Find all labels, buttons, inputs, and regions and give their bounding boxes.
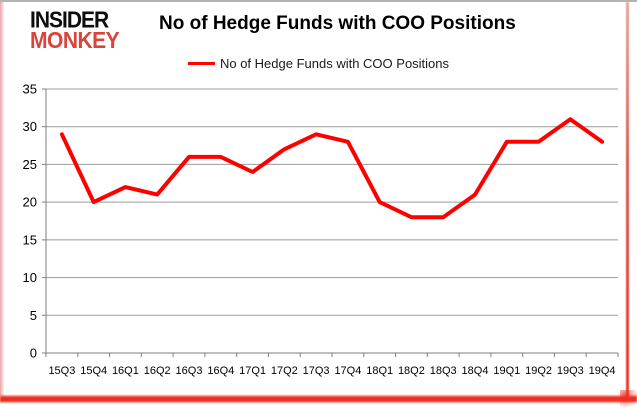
legend-label: No of Hedge Funds with COO Positions (219, 56, 450, 71)
svg-text:5: 5 (30, 308, 37, 323)
svg-text:17Q3: 17Q3 (303, 365, 330, 377)
svg-text:18Q3: 18Q3 (430, 365, 457, 377)
svg-text:19Q4: 19Q4 (589, 365, 616, 377)
svg-text:16Q1: 16Q1 (112, 365, 139, 377)
svg-text:15: 15 (23, 232, 37, 247)
svg-text:10: 10 (23, 270, 37, 285)
svg-text:18Q1: 18Q1 (366, 365, 393, 377)
svg-text:16Q3: 16Q3 (176, 365, 203, 377)
svg-text:15Q3: 15Q3 (48, 365, 75, 377)
svg-text:16Q4: 16Q4 (207, 365, 234, 377)
legend-line-swatch (187, 62, 215, 65)
insider-monkey-logo: INSIDER MONKEY (30, 7, 120, 54)
svg-text:20: 20 (23, 195, 37, 210)
svg-text:19Q2: 19Q2 (525, 365, 552, 377)
svg-text:18Q4: 18Q4 (462, 365, 489, 377)
svg-text:25: 25 (23, 157, 37, 172)
logo-monkey-text: MONKEY (30, 28, 120, 54)
svg-text:16Q2: 16Q2 (144, 365, 171, 377)
legend: No of Hedge Funds with COO Positions (0, 56, 637, 71)
top-border (0, 0, 637, 2)
svg-text:19Q3: 19Q3 (557, 365, 584, 377)
svg-text:0: 0 (30, 346, 37, 361)
right-border (626, 2, 629, 400)
svg-text:17Q1: 17Q1 (239, 365, 266, 377)
bottom-border (0, 395, 637, 403)
svg-text:17Q2: 17Q2 (271, 365, 298, 377)
svg-text:19Q1: 19Q1 (493, 365, 520, 377)
svg-text:18Q2: 18Q2 (398, 365, 425, 377)
corner-glow (620, 390, 637, 408)
chart-title: No of Hedge Funds with COO Positions (159, 13, 516, 34)
svg-text:35: 35 (23, 82, 37, 97)
svg-text:17Q4: 17Q4 (334, 365, 361, 377)
svg-text:30: 30 (23, 119, 37, 134)
left-border (0, 2, 4, 396)
svg-text:15Q4: 15Q4 (80, 365, 107, 377)
logo-insider-text: INSIDER (30, 7, 109, 33)
